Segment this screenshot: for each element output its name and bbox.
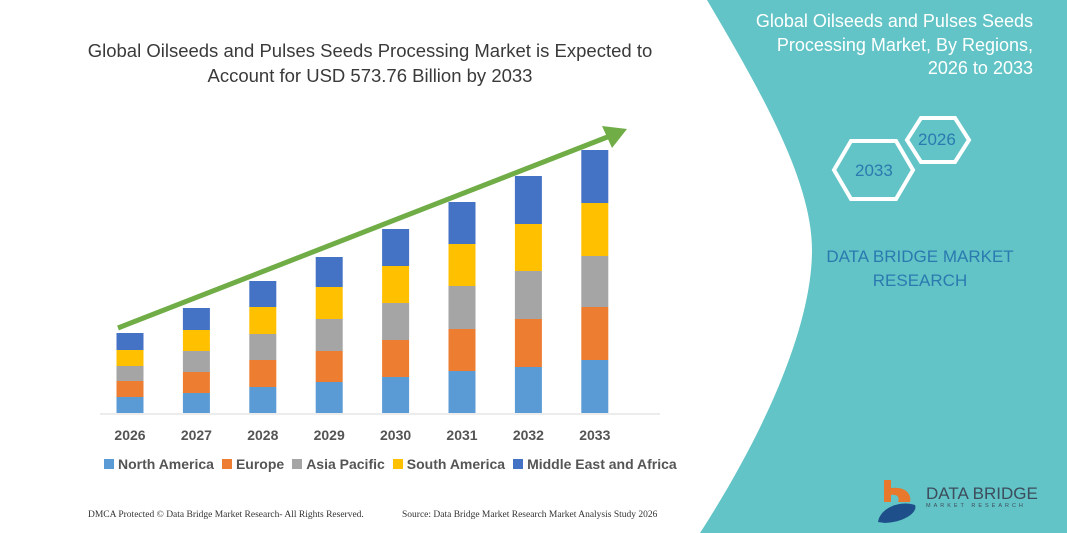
legend-swatch: [221, 459, 232, 469]
legend: North America Europe Asia Pacific South Ame…: [104, 456, 677, 472]
bar-segment-2030-europe: [382, 340, 410, 377]
hex-label-end: 2033: [855, 161, 893, 180]
bar-segment-2028-middle-east-and-africa: [249, 281, 277, 307]
logo-subtext: MARKET RESEARCH: [926, 503, 1026, 509]
legend-swatch: [104, 459, 114, 469]
bar-segment-2029-north-america: [315, 382, 343, 413]
bar-segment-2026-north-america: [116, 397, 144, 413]
bar-segment-2029-europe: [315, 351, 343, 382]
bar-segment-2032-europe: [514, 319, 542, 367]
trend-arrow: [117, 126, 627, 331]
bar-segment-2032-north-america: [514, 367, 542, 413]
footer-source: Source: Data Bridge Market Research Mark…: [402, 510, 658, 520]
bar-segment-2026-middle-east-and-africa: [116, 333, 144, 350]
legend-item: Asia Pacific: [292, 456, 385, 472]
legend-label: Europe: [235, 456, 285, 472]
chart-title: Global Oilseeds and Pulses Seeds Process…: [87, 40, 653, 86]
bar-segment-2033-north-america: [581, 360, 609, 413]
legend-label: South America: [406, 456, 506, 472]
hex-label-start: 2026: [918, 130, 956, 149]
bar-segment-2030-north-america: [382, 377, 410, 413]
x-tick-label: 2026: [114, 427, 145, 443]
bar-segment-2028-north-america: [249, 387, 277, 413]
x-tick-label: 2031: [446, 427, 477, 443]
stacked-bar-chart: 2026 2027 2028 2029 2030 2031 2032 2033: [100, 126, 660, 443]
bar-segment-2028-south-america: [249, 307, 277, 334]
bar-segment-2027-asia-pacific: [182, 351, 210, 372]
bar-segment-2026-asia-pacific: [116, 366, 144, 381]
bar-segment-2032-south-america: [514, 224, 542, 271]
legend-label: Middle East and Africa: [527, 456, 677, 472]
hexagon-2026: [904, 116, 972, 164]
x-tick-label: 2032: [513, 427, 544, 443]
bar-segment-2028-asia-pacific: [249, 334, 277, 360]
bar-segment-2029-asia-pacific: [315, 319, 343, 351]
x-tick-label: 2027: [181, 427, 212, 443]
x-tick-label: 2030: [380, 427, 411, 443]
x-tick-label: 2029: [314, 427, 345, 443]
bar-segment-2029-south-america: [315, 287, 343, 319]
x-tick-label: 2033: [579, 427, 610, 443]
bar-segment-2027-europe: [182, 372, 210, 393]
bar-segment-2027-middle-east-and-africa: [182, 308, 210, 330]
brand-text: DATA BRIDGE MARKET RESEARCH: [826, 247, 1014, 290]
legend-label: North America: [118, 456, 214, 472]
legend-swatch: [513, 459, 524, 469]
bar-segment-2026-europe: [116, 381, 144, 397]
bar-segment-2030-south-america: [382, 266, 410, 303]
bar-segment-2029-middle-east-and-africa: [315, 257, 343, 287]
bar-segment-2032-asia-pacific: [514, 271, 542, 319]
bar-segment-2032-middle-east-and-africa: [514, 176, 542, 224]
bar-segment-2031-europe: [448, 329, 476, 371]
bar-segment-2031-middle-east-and-africa: [448, 202, 476, 244]
hexagon-2033: [831, 139, 916, 201]
teal-side-panel: [700, 0, 1067, 533]
legend-item: Middle East and Africa: [513, 456, 677, 472]
legend-item: South America: [392, 456, 506, 472]
bar-segment-2028-europe: [249, 360, 277, 387]
legend-swatch: [392, 459, 403, 469]
bar-segment-2031-north-america: [448, 371, 476, 413]
legend-item: North America: [104, 456, 214, 472]
footer-copyright: DMCA Protected © Data Bridge Market Rese…: [88, 510, 364, 520]
bar-segment-2031-asia-pacific: [448, 286, 476, 329]
bar-segment-2027-north-america: [182, 393, 210, 413]
legend-item: Europe: [221, 456, 285, 472]
x-tick-label: 2028: [247, 427, 278, 443]
bar-segment-2033-middle-east-and-africa: [581, 150, 609, 203]
side-panel-title: Global Oilseeds and Pulses Seeds Process…: [755, 11, 1033, 78]
bar-segment-2026-south-america: [116, 350, 144, 366]
bar-segment-2033-asia-pacific: [581, 256, 609, 307]
legend-swatch: [292, 459, 303, 469]
bar-segment-2031-south-america: [448, 244, 476, 286]
bar-segment-2030-middle-east-and-africa: [382, 229, 410, 266]
logo-icon: [878, 480, 916, 523]
bar-segment-2030-asia-pacific: [382, 303, 410, 340]
bar-segment-2033-south-america: [581, 203, 609, 256]
bar-segment-2027-south-america: [182, 330, 210, 351]
bar-segment-2033-europe: [581, 307, 609, 360]
legend-label: Asia Pacific: [306, 456, 385, 472]
logo-text: DATA BRIDGE: [926, 484, 1038, 503]
